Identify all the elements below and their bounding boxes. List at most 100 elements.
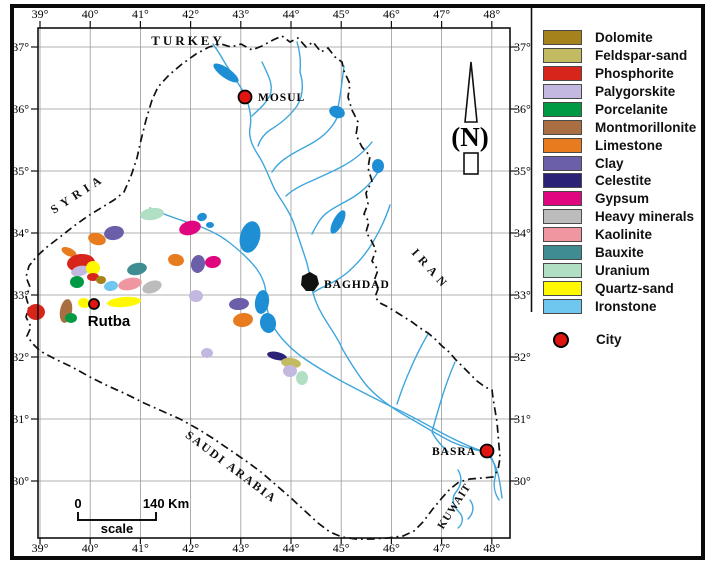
deposit-clay [190, 255, 206, 273]
legend-item: Kaolinite [543, 227, 653, 243]
legend-swatch-heavy-minerals [543, 209, 582, 225]
lake [197, 212, 207, 222]
legend-swatch-dolomite [543, 30, 582, 45]
lat-label-left: 32° [12, 350, 29, 364]
lon-label-top: 46° [383, 7, 400, 21]
deposit-quartz-sand [86, 261, 100, 275]
legend-label: Kaolinite [595, 227, 653, 243]
lon-label-bottom: 48° [483, 541, 500, 555]
river-tributary [271, 117, 338, 173]
mineral-deposits [27, 207, 308, 385]
river-shatt-al-arab [484, 451, 503, 499]
deposit-limestone [61, 247, 77, 257]
scale-bar: 0 140 Km scale [74, 496, 189, 536]
deposit-ironstone [104, 280, 118, 292]
river-gulf-stream [489, 454, 500, 501]
legend-swatch-uranium [543, 263, 582, 279]
river-tributary [396, 333, 429, 405]
deposit-uranium [296, 371, 308, 385]
north-arrow-label: (N) [451, 122, 488, 152]
deposit-feldspar-sand [281, 357, 301, 369]
city-label-mosul: MOSUL [258, 92, 305, 104]
legend-label: Porcelanite [595, 101, 668, 117]
country-label-saudi-arabia: SAUDI ARABIA [183, 428, 280, 506]
deposit-bauxite [127, 262, 147, 276]
legend-label: Dolomite [595, 30, 653, 45]
deposit-heavy-minerals [142, 280, 162, 294]
city-markers: MOSUL BAGHDAD BASRA Rutba [88, 89, 495, 459]
legend-item: Dolomite [543, 30, 653, 45]
lake-razzaza [259, 313, 277, 333]
lat-label-left: 36° [12, 102, 29, 116]
deposit-palygorskite [283, 365, 297, 377]
country-label-turkey: TURKEY [151, 33, 225, 48]
legend-item: Limestone [543, 137, 663, 153]
deposit-gypsum [205, 255, 221, 269]
capital-marker-baghdad [301, 272, 319, 291]
lon-label-top: 43° [232, 7, 249, 21]
deposit-porcelanite [65, 313, 77, 323]
lon-label-bottom: 45° [333, 541, 350, 555]
lon-label-bottom: 43° [232, 541, 249, 555]
legend-label: Phosphorite [595, 65, 674, 81]
deposit-kaolinite [118, 277, 142, 291]
lon-label-bottom: 41° [132, 541, 149, 555]
scale-bar-bracket [77, 512, 157, 521]
deposit-gypsum [179, 220, 201, 236]
river-lesser-zab [285, 141, 373, 197]
legend: Dolomite Feldspar-sand Phosphorite Palygors… [543, 0, 707, 570]
map-frame [37, 27, 511, 539]
axis-labels: 39° 39° 40° 40° 41° 41° 42° 42° 43° 43° 44° 44° 45° 4… [12, 7, 531, 555]
legend-swatch-ironstone [543, 298, 582, 314]
scale-start: 0 [74, 496, 81, 511]
river-gulf-stream [452, 469, 463, 529]
deposit-phosphorite [27, 304, 45, 320]
river-tigris [221, 57, 486, 453]
legend-swatch-limestone [543, 137, 582, 153]
north-arrow: (N) [451, 61, 489, 175]
legend-item: Gypsum [543, 191, 650, 207]
lake-habbaniyah [254, 290, 270, 314]
lake-adhaim [330, 210, 346, 234]
river-tributary [311, 171, 379, 235]
legend-label: Gypsum [595, 191, 650, 207]
legend-item: Ironstone [543, 298, 657, 314]
legend-item-city: City [543, 331, 622, 348]
legend-item: Bauxite [543, 245, 644, 261]
legend-swatch-palygorskite [543, 83, 582, 99]
lon-label-bottom: 44° [283, 541, 300, 555]
north-arrow-needle [464, 61, 478, 123]
lon-label-top: 44° [283, 7, 300, 21]
legend-item: Heavy minerals [543, 209, 694, 225]
city-dot-mosul [237, 89, 253, 105]
lat-label-left: 34° [12, 226, 29, 240]
lat-label-left: 37° [12, 40, 29, 54]
deposit-quartz-sand [107, 296, 141, 308]
lon-label-bottom: 40° [82, 541, 99, 555]
lake [206, 222, 214, 228]
legend-swatch-phosphorite [543, 65, 582, 81]
city-legend-dot [553, 331, 569, 348]
legend-item: Palygorskite [543, 83, 675, 99]
legend-swatch-montmorillonite [543, 119, 582, 135]
legend-label: Celestite [595, 173, 652, 189]
lon-label-bottom: 46° [383, 541, 400, 555]
river-tributary [431, 361, 456, 453]
legend-label: Uranium [595, 263, 650, 279]
river-great-zab [257, 41, 304, 147]
lake-mosul-dam [213, 63, 239, 83]
legend-item: Quartz-sand [543, 281, 674, 297]
legend-swatch-feldspar-sand [543, 47, 582, 63]
north-arrow-base [463, 152, 479, 175]
river-euphrates [149, 207, 483, 452]
lat-label-right: 33° [514, 288, 531, 302]
river-tributary [336, 65, 345, 113]
legend-label: Montmorillonite [595, 119, 697, 135]
deposit-phosphorite [87, 273, 99, 281]
legend-swatch-kaolinite [543, 227, 582, 243]
city-dot-rutba [88, 298, 100, 310]
lat-label-left: 35° [12, 164, 29, 178]
deposit-dolomite [96, 276, 106, 284]
deposit-limestone [233, 312, 253, 328]
